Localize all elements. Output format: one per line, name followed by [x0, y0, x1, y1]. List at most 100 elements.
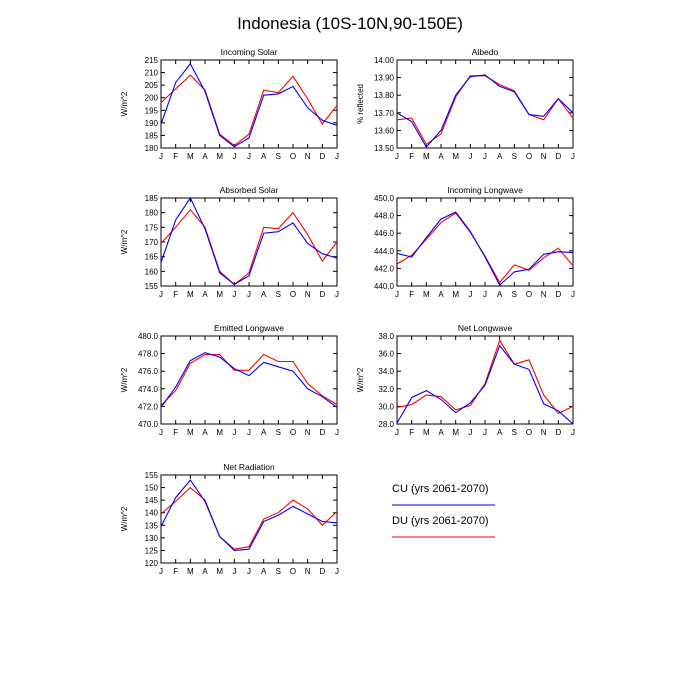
x-tick-label: A [497, 428, 503, 437]
x-tick-label: J [159, 290, 163, 299]
series-line-cu [160, 479, 338, 551]
y-tick-label: 195 [145, 106, 159, 115]
x-tick-label: A [202, 567, 208, 576]
y-axis-label: W/m^2 [120, 229, 129, 254]
x-tick-label: S [276, 428, 281, 437]
x-tick-label: J [247, 567, 251, 576]
x-tick-label: O [526, 152, 532, 161]
y-tick-label: 140 [145, 509, 159, 518]
x-tick-label: N [305, 567, 311, 576]
y-tick-label: 160 [145, 267, 159, 276]
x-tick-label: F [173, 567, 178, 576]
x-tick-label: M [423, 428, 430, 437]
x-tick-label: J [335, 152, 339, 161]
legend: CU (yrs 2061-2070) DU (yrs 2061-2070) [392, 483, 495, 538]
y-tick-label: 472.0 [138, 402, 159, 411]
y-tick-label: 13.80 [374, 91, 395, 100]
x-tick-label: A [261, 290, 267, 299]
x-tick-label: J [571, 290, 575, 299]
y-tick-label: 450.0 [374, 194, 395, 203]
series-line-du [160, 208, 338, 286]
y-tick-label: 476.0 [138, 367, 159, 376]
y-tick-label: 36.0 [378, 350, 394, 359]
x-tick-label: F [409, 152, 414, 161]
y-tick-label: 13.70 [374, 109, 395, 118]
y-tick-label: 38.0 [378, 332, 394, 341]
x-tick-label: A [261, 567, 267, 576]
x-tick-label: F [173, 428, 178, 437]
y-tick-label: 155 [145, 282, 159, 291]
y-tick-label: 180 [145, 144, 159, 153]
y-tick-label: 135 [145, 521, 159, 530]
y-tick-label: 155 [145, 471, 159, 480]
x-tick-label: N [541, 290, 547, 299]
x-tick-label: O [290, 428, 296, 437]
x-tick-label: J [571, 428, 575, 437]
x-tick-label: S [276, 290, 281, 299]
y-tick-label: 13.90 [374, 74, 395, 83]
x-tick-label: S [276, 567, 281, 576]
y-tick-label: 444.0 [374, 247, 395, 256]
x-tick-label: J [232, 290, 236, 299]
x-tick-label: M [216, 428, 223, 437]
x-tick-label: M [216, 152, 223, 161]
y-axis-label: W/m^2 [120, 506, 129, 531]
x-tick-label: S [512, 428, 517, 437]
series-line-cu [160, 352, 338, 408]
x-tick-label: O [290, 290, 296, 299]
series-line-cu [396, 344, 574, 425]
x-tick-label: D [555, 152, 561, 161]
x-tick-label: A [261, 428, 267, 437]
x-tick-label: M [187, 290, 194, 299]
x-tick-label: M [423, 290, 430, 299]
y-tick-label: 145 [145, 496, 159, 505]
series-line-du [160, 486, 338, 550]
x-tick-label: N [541, 428, 547, 437]
figure-title: Indonesia (10S-10N,90-150E) [237, 14, 463, 33]
x-tick-label: J [159, 152, 163, 161]
y-tick-label: 30.0 [378, 402, 394, 411]
x-tick-label: M [187, 567, 194, 576]
x-tick-label: S [512, 290, 517, 299]
panel-title: Albedo [472, 47, 499, 57]
x-tick-label: J [247, 152, 251, 161]
panel-title: Absorbed Solar [220, 185, 279, 195]
x-tick-label: J [395, 290, 399, 299]
y-tick-label: 125 [145, 546, 159, 555]
x-tick-label: M [187, 428, 194, 437]
x-tick-label: A [438, 290, 444, 299]
y-tick-label: 448.0 [374, 212, 395, 221]
x-tick-label: N [541, 152, 547, 161]
x-tick-label: J [483, 290, 487, 299]
x-tick-label: J [335, 428, 339, 437]
y-tick-label: 165 [145, 253, 159, 262]
x-tick-label: M [452, 290, 459, 299]
legend-label: DU (yrs 2061-2070) [392, 515, 489, 527]
x-tick-label: J [571, 152, 575, 161]
x-tick-label: A [202, 428, 208, 437]
y-tick-label: 185 [145, 194, 159, 203]
x-tick-label: J [468, 428, 472, 437]
x-tick-label: J [335, 567, 339, 576]
y-axis-label: W/m^2 [120, 367, 129, 392]
x-tick-label: J [232, 152, 236, 161]
panel-title: Net Longwave [458, 323, 513, 333]
x-tick-label: M [452, 428, 459, 437]
y-tick-label: 190 [145, 119, 159, 128]
y-tick-label: 470.0 [138, 420, 159, 429]
panel-title: Net Radiation [223, 462, 275, 472]
x-tick-label: M [187, 152, 194, 161]
x-tick-label: J [468, 152, 472, 161]
y-tick-label: 170 [145, 238, 159, 247]
x-tick-label: N [305, 428, 311, 437]
x-tick-label: D [319, 290, 325, 299]
y-tick-label: 14.00 [374, 56, 395, 65]
x-tick-label: D [319, 152, 325, 161]
y-axis-label: W/m^2 [120, 91, 129, 116]
series-line-du [160, 353, 338, 406]
y-tick-label: 440.0 [374, 282, 395, 291]
